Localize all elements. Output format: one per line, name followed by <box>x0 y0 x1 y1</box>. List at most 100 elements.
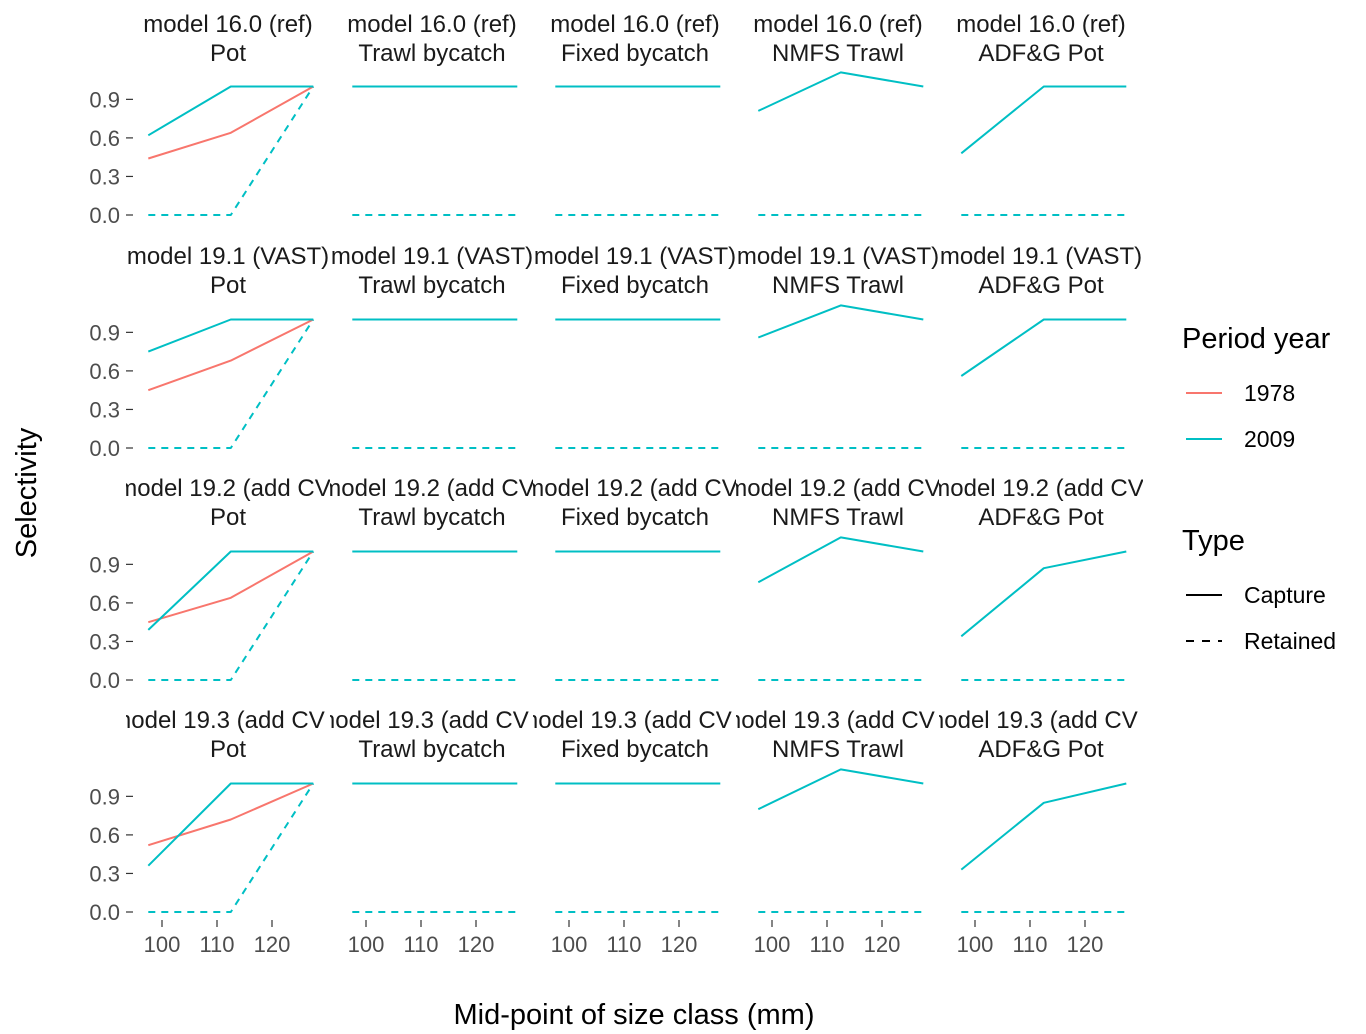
series-1978-capture-line <box>148 782 314 847</box>
y-tick-label: 0.6 <box>89 359 120 384</box>
x-tick-label: 100 <box>754 932 791 957</box>
y-tick-label: 0.3 <box>89 861 120 886</box>
strip-fleet-label: Pot <box>210 272 246 299</box>
y-tick-label: 0.9 <box>89 784 120 809</box>
panel-2-3: model 19.1 (VAST)Fixed bycatch <box>534 243 736 449</box>
strip-model-label: model 19.3 (add CV b <box>111 707 344 734</box>
series-2009-capture-line <box>147 782 314 867</box>
panel-1-3: model 16.0 (ref)Fixed bycatch <box>550 11 721 216</box>
strip-model-label: model 19.2 (add CV) <box>930 475 1151 502</box>
x-tick-label: 110 <box>606 932 641 957</box>
series-2009-retained-line <box>148 85 315 216</box>
strip-fleet-label: Fixed bycatch <box>561 504 709 531</box>
strip-fleet-label: Fixed bycatch <box>561 736 709 763</box>
strip-model-label: model 19.3 (add CV b <box>518 707 751 734</box>
strip-model-label: model 16.0 (ref) <box>347 11 516 38</box>
strip-fleet-label: Pot <box>210 504 246 531</box>
legend-period-title: Period year <box>1182 323 1331 355</box>
panel-3-4: model 19.2 (add CV)NMFS Trawl <box>736 475 939 681</box>
x-tick-label: 110 <box>403 932 438 957</box>
legend-type-label: Capture <box>1244 582 1326 608</box>
y-tick-label: 0.0 <box>89 900 120 925</box>
strip-fleet-label: Pot <box>210 40 246 67</box>
strip-fleet-label: Trawl bycatch <box>358 272 505 299</box>
strip-model-label: model 19.1 (VAST) <box>940 243 1142 270</box>
strip-fleet-label: NMFS Trawl <box>772 736 904 763</box>
y-tick-label: 0.3 <box>89 397 120 422</box>
series-2009-capture-line <box>960 318 1127 377</box>
strip-model-label: model 19.3 (add CV b <box>924 707 1157 734</box>
series-2009-capture-line <box>757 71 924 112</box>
y-tick-label: 0.9 <box>89 87 120 112</box>
strip-model-label: model 19.3 (add CV b <box>721 707 954 734</box>
strip-model-label: model 19.3 (add CV b <box>315 707 548 734</box>
legend-type-title: Type <box>1182 525 1245 557</box>
strip-model-label: model 16.0 (ref) <box>550 11 719 38</box>
series-2009-capture-line <box>960 782 1127 871</box>
x-tick-label: 120 <box>254 932 291 957</box>
strip-model-label: model 19.2 (add CV) <box>321 475 542 502</box>
strip-model-label: model 19.1 (VAST) <box>127 243 329 270</box>
series-2009-capture-line <box>147 550 314 631</box>
panel-2-1: model 19.1 (VAST)Pot 0.0 0.3 0.6 0.9 <box>89 243 329 461</box>
series-2009-capture-line <box>757 304 924 339</box>
y-tick-label: 0.3 <box>89 164 120 189</box>
x-tick-label: 100 <box>957 932 994 957</box>
series-2009-capture-line <box>757 768 924 811</box>
strip-model-label: model 19.1 (VAST) <box>534 243 736 270</box>
x-axis-title: Mid-point of size class (mm) <box>454 999 815 1031</box>
strip-model-label: model 19.1 (VAST) <box>331 243 533 270</box>
y-tick-label: 0.6 <box>89 823 120 848</box>
panel-3-1: model 19.2 (add CV)Pot 0.0 0.3 0.6 0.9 <box>89 475 330 693</box>
series-1978-capture-line <box>148 85 314 160</box>
legend-type-label: Retained <box>1244 628 1336 654</box>
panel-1-1: model 16.0 (ref)Pot 0.0 0.3 0.6 0.9 <box>89 11 315 228</box>
series-2009-retained-line <box>148 550 315 681</box>
y-tick-label: 0.0 <box>89 203 120 228</box>
strip-model-label: model 16.0 (ref) <box>753 11 922 38</box>
strip-fleet-label: Trawl bycatch <box>358 40 505 67</box>
strip-fleet-label: ADF&G Pot <box>978 272 1104 299</box>
strip-fleet-label: ADF&G Pot <box>978 40 1104 67</box>
strip-fleet-label: ADF&G Pot <box>978 504 1104 531</box>
x-tick-label: 120 <box>458 932 495 957</box>
panel-2-4: model 19.1 (VAST)NMFS Trawl <box>737 243 939 449</box>
y-tick-label: 0.0 <box>89 436 120 461</box>
series-2009-retained-line <box>148 318 315 449</box>
x-tick-label: 110 <box>199 932 234 957</box>
strip-fleet-label: NMFS Trawl <box>772 504 904 531</box>
strip-fleet-label: Trawl bycatch <box>358 504 505 531</box>
x-tick-label: 110 <box>809 932 844 957</box>
legend-period-label: 2009 <box>1244 426 1295 452</box>
strip-fleet-label: Fixed bycatch <box>561 40 709 67</box>
strip-fleet-label: Trawl bycatch <box>358 736 505 763</box>
series-2009-retained-line <box>148 782 315 913</box>
strip-fleet-label: NMFS Trawl <box>772 272 904 299</box>
series-2009-capture-line <box>960 550 1127 638</box>
y-axis-title: Selectivity <box>11 427 43 558</box>
panel-3-5: model 19.2 (add CV)ADF&G Pot <box>930 475 1151 681</box>
panel-2-2: model 19.1 (VAST)Trawl bycatch <box>331 243 533 449</box>
panel-1-5: model 16.0 (ref)ADF&G Pot <box>956 11 1127 216</box>
y-tick-label: 0.9 <box>89 552 120 577</box>
panel-3-3: model 19.2 (add CV)Fixed bycatch <box>533 475 736 681</box>
panel-3-2: model 19.2 (add CV)Trawl bycatch <box>321 475 542 681</box>
series-2009-capture-line <box>960 85 1127 155</box>
y-tick-label: 0.9 <box>89 320 120 345</box>
legend: Period year 1978 2009 Type Capture Retaine… <box>1182 323 1336 654</box>
panel-1-2: model 16.0 (ref)Trawl bycatch <box>347 11 518 216</box>
x-tick-label: 120 <box>864 932 901 957</box>
strip-fleet-label: NMFS Trawl <box>772 40 904 67</box>
y-tick-label: 0.3 <box>89 629 120 654</box>
y-tick-label: 0.6 <box>89 591 120 616</box>
strip-fleet-label: Fixed bycatch <box>561 272 709 299</box>
panel-2-5: model 19.1 (VAST)ADF&G Pot <box>940 243 1142 449</box>
panel-1-4: model 16.0 (ref)NMFS Trawl <box>753 11 924 216</box>
series-2009-capture-line <box>147 318 314 353</box>
strip-model-label: model 16.0 (ref) <box>143 11 312 38</box>
